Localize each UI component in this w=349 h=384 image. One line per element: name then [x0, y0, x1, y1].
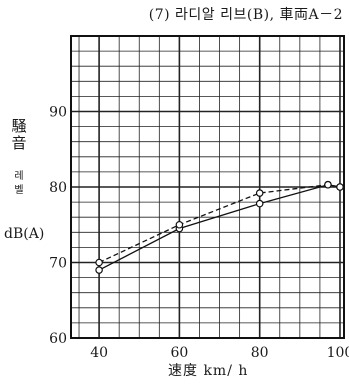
data-point-series-2	[324, 180, 332, 189]
x-tick-label: 60	[170, 345, 188, 361]
y-tick-label: 60	[49, 331, 67, 347]
x-axis-label: 速度 km/ h	[168, 363, 249, 379]
y-tick-label: 80	[49, 180, 67, 196]
data-point-series-2	[255, 189, 264, 197]
chart-title: (7) 라디알 리브(B), 車両A－2	[148, 7, 343, 23]
data-point-series-2	[336, 183, 344, 191]
data-point-series-1	[255, 199, 264, 208]
chart-grid	[71, 35, 344, 339]
y-tick-label: 70	[49, 256, 67, 272]
x-tick-label: 80	[251, 345, 269, 361]
y-axis-sublabel: 레벨	[14, 171, 24, 196]
series-line-2	[98, 184, 341, 264]
data-point-series-1	[95, 266, 103, 274]
x-tick-label: 40	[90, 345, 108, 361]
tick-labels: 40 60 80 100 60 70 80 90	[49, 105, 349, 362]
plot-border	[70, 35, 345, 339]
y-axis-label: 騒音	[11, 117, 27, 152]
data-point-series-2	[95, 258, 103, 267]
y-axis-unit: dB(A)	[4, 226, 45, 242]
plot-frame	[70, 35, 345, 339]
series-markers	[95, 180, 344, 274]
y-tick-label: 90	[49, 105, 67, 121]
data-point-series-2	[175, 220, 184, 229]
x-tick-label: 100	[327, 345, 349, 361]
